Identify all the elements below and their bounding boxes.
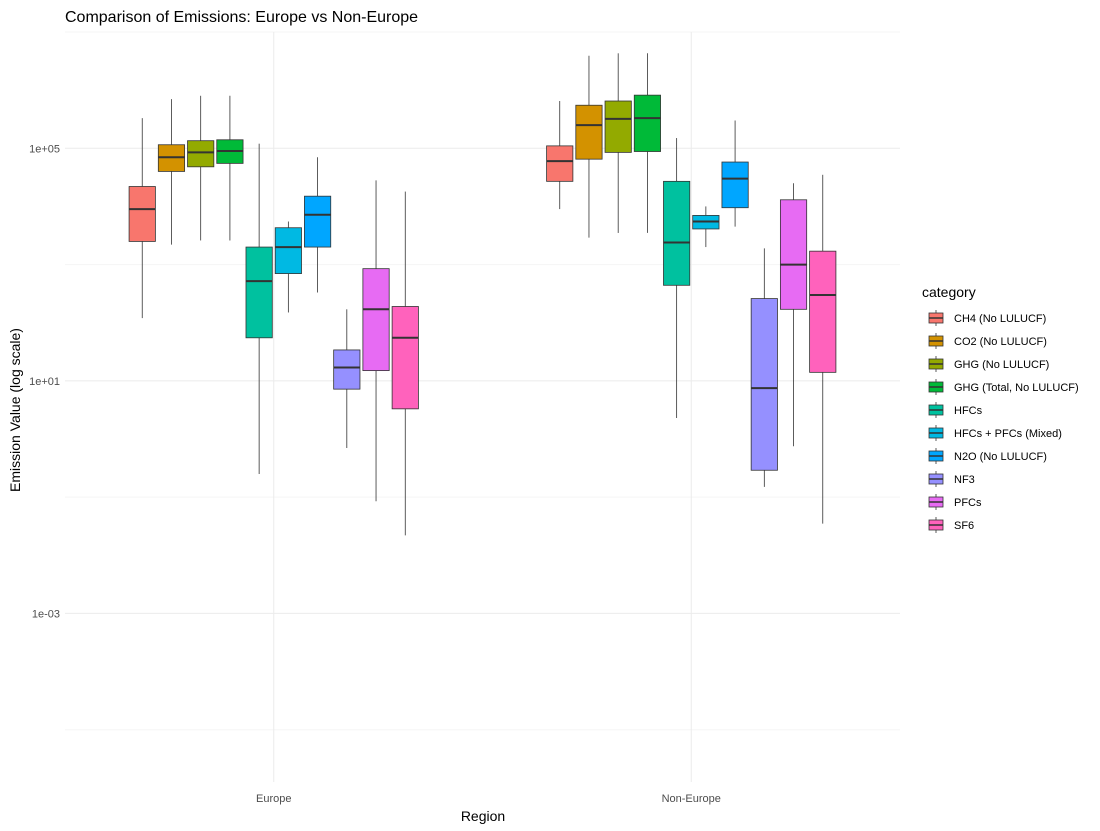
box	[750, 248, 778, 487]
legend-item: HFCs	[928, 402, 983, 418]
y-axis-tick-labels: 1e-03 1e+01 1e+05	[29, 143, 60, 620]
box	[187, 95, 215, 241]
box-body	[750, 298, 778, 471]
box-body	[391, 306, 419, 410]
legend-item: CO2 (No LULUCF)	[928, 333, 1047, 349]
x-axis-tick-labels: Europe Non-Europe	[256, 793, 721, 805]
legend-item: NF3	[928, 471, 975, 487]
box	[304, 157, 332, 293]
box	[391, 191, 419, 536]
box	[274, 221, 302, 313]
box	[333, 309, 361, 448]
y-tick-label: 1e-03	[32, 608, 60, 620]
box-body	[546, 145, 574, 182]
box	[362, 180, 390, 502]
y-tick-label: 1e+05	[29, 143, 60, 155]
legend-label: CO2 (No LULUCF)	[954, 336, 1047, 348]
box	[809, 174, 837, 524]
y-axis-title: Emission Value (log scale)	[7, 328, 23, 492]
legend-item: N2O (No LULUCF)	[928, 448, 1047, 464]
box-body	[274, 227, 302, 274]
box	[157, 99, 186, 245]
box	[721, 120, 749, 227]
box-body	[779, 199, 808, 310]
legend-label: GHG (Total, No LULUCF)	[954, 382, 1079, 394]
legend-item: GHG (No LULUCF)	[928, 356, 1049, 372]
legend-title: category	[922, 284, 976, 300]
legend-label: SF6	[954, 520, 974, 532]
box-body	[128, 186, 156, 242]
box	[633, 53, 661, 233]
legend-label: HFCs + PFCs (Mixed)	[954, 428, 1062, 440]
legend-label: PFCs	[954, 497, 982, 509]
legend-label: GHG (No LULUCF)	[954, 359, 1049, 371]
box	[663, 138, 691, 418]
y-tick-label: 1e+01	[29, 376, 60, 388]
legend-item: CH4 (No LULUCF)	[928, 310, 1046, 326]
x-axis-title: Region	[461, 808, 505, 824]
box-body	[633, 94, 661, 152]
box	[216, 95, 244, 241]
box	[575, 55, 603, 238]
box-body	[604, 100, 632, 153]
boxes	[128, 53, 837, 536]
box-body	[187, 140, 215, 168]
box-body	[721, 161, 749, 209]
box-body	[575, 104, 603, 160]
chart-title: Comparison of Emissions: Europe vs Non-E…	[65, 9, 418, 26]
box-body	[809, 250, 837, 373]
legend-item: SF6	[928, 517, 974, 533]
box	[546, 101, 574, 210]
legend: category CH4 (No LULUCF) CO2 (No LULUCF) G…	[922, 284, 1079, 533]
box	[779, 183, 808, 447]
legend-label: CH4 (No LULUCF)	[954, 313, 1046, 325]
box-body	[304, 195, 332, 248]
box	[604, 53, 632, 233]
box-body	[333, 349, 361, 390]
legend-label: NF3	[954, 474, 975, 486]
box	[128, 118, 156, 319]
legend-item: GHG (Total, No LULUCF)	[928, 379, 1079, 395]
legend-label: HFCs	[954, 405, 983, 417]
box	[245, 143, 273, 474]
x-tick-label: Non-Europe	[662, 793, 721, 805]
box	[692, 206, 720, 248]
box-body	[362, 268, 390, 372]
box-body	[663, 180, 691, 286]
legend-item: HFCs + PFCs (Mixed)	[928, 425, 1062, 441]
legend-item: PFCs	[928, 494, 982, 510]
x-tick-label: Europe	[256, 793, 291, 805]
box-body	[245, 246, 273, 339]
legend-label: N2O (No LULUCF)	[954, 451, 1047, 463]
